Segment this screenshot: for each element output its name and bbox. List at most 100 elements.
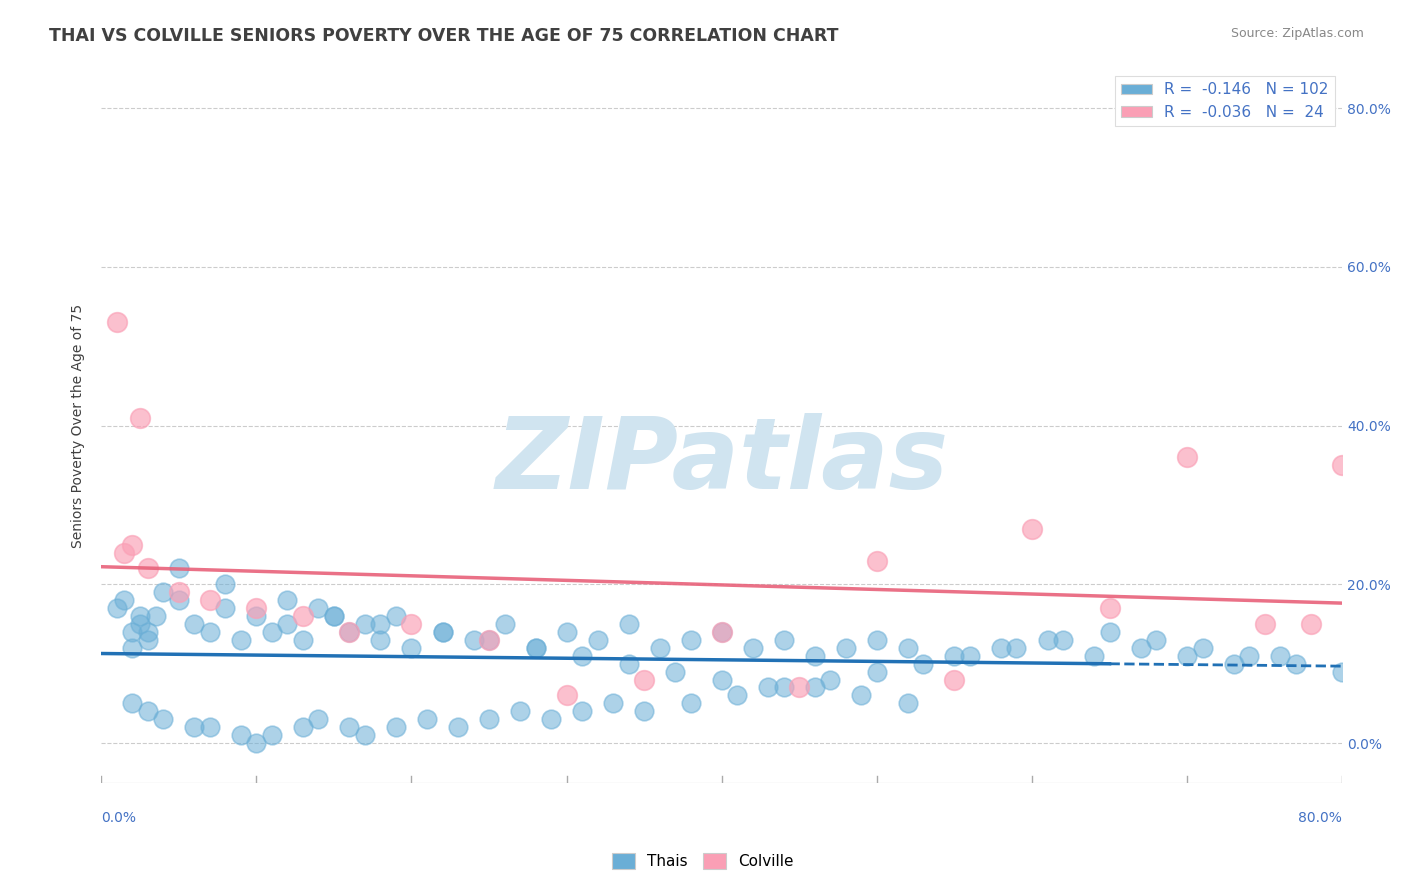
Point [494, 617, 516, 632]
Point [385, 609, 408, 624]
Text: Source: ZipAtlas.com: Source: ZipAtlas.com [1230, 27, 1364, 40]
Point [787, 681, 810, 695]
Point [136, 624, 159, 639]
Point [1129, 640, 1152, 655]
Point [648, 640, 671, 655]
Point [617, 617, 640, 632]
Point [214, 601, 236, 615]
Point [509, 704, 531, 718]
Point [432, 624, 454, 639]
Point [835, 640, 858, 655]
Point [114, 545, 136, 559]
Point [1021, 522, 1043, 536]
Y-axis label: Seniors Poverty Over the Age of 75: Seniors Poverty Over the Age of 75 [72, 303, 86, 548]
Point [229, 632, 252, 647]
Point [1331, 458, 1354, 473]
Point [1270, 648, 1292, 663]
Point [555, 689, 578, 703]
Point [772, 632, 794, 647]
Point [710, 624, 733, 639]
Point [478, 632, 501, 647]
Point [354, 728, 377, 742]
Point [1144, 632, 1167, 647]
Point [866, 632, 889, 647]
Point [307, 712, 329, 726]
Point [772, 681, 794, 695]
Point [245, 601, 267, 615]
Point [114, 593, 136, 607]
Point [1237, 648, 1260, 663]
Point [1098, 624, 1121, 639]
Point [229, 728, 252, 742]
Point [540, 712, 562, 726]
Point [354, 617, 377, 632]
Point [198, 720, 221, 734]
Point [1331, 665, 1354, 679]
Point [1285, 657, 1308, 671]
Point [105, 315, 128, 329]
Point [710, 673, 733, 687]
Point [524, 640, 547, 655]
Point [756, 681, 779, 695]
Text: THAI VS COLVILLE SENIORS POVERTY OVER THE AGE OF 75 CORRELATION CHART: THAI VS COLVILLE SENIORS POVERTY OVER TH… [49, 27, 839, 45]
Point [897, 640, 920, 655]
Point [820, 673, 842, 687]
Point [959, 648, 981, 663]
Point [339, 720, 361, 734]
Point [1254, 617, 1277, 632]
Point [679, 697, 702, 711]
Point [339, 624, 361, 639]
Point [260, 624, 283, 639]
Point [1191, 640, 1213, 655]
Legend: R =  -0.146   N = 102, R =  -0.036   N =  24: R = -0.146 N = 102, R = -0.036 N = 24 [1115, 76, 1334, 126]
Point [943, 673, 966, 687]
Point [121, 697, 143, 711]
Point [245, 736, 267, 750]
Point [121, 640, 143, 655]
Point [571, 704, 593, 718]
Point [370, 632, 392, 647]
Point [167, 561, 190, 575]
Point [129, 617, 152, 632]
Point [1052, 632, 1074, 647]
Point [121, 624, 143, 639]
Point [617, 657, 640, 671]
Point [1175, 450, 1198, 465]
Point [741, 640, 763, 655]
Point [136, 632, 159, 647]
Point [167, 585, 190, 599]
Point [145, 609, 167, 624]
Point [679, 632, 702, 647]
Text: 0.0%: 0.0% [101, 811, 136, 825]
Point [105, 601, 128, 615]
Point [121, 538, 143, 552]
Point [524, 640, 547, 655]
Point [943, 648, 966, 663]
Point [198, 593, 221, 607]
Point [307, 601, 329, 615]
Point [136, 704, 159, 718]
Point [276, 617, 298, 632]
Point [276, 593, 298, 607]
Point [478, 712, 501, 726]
Point [633, 704, 655, 718]
Point [370, 617, 392, 632]
Point [260, 728, 283, 742]
Point [416, 712, 439, 726]
Point [1005, 640, 1028, 655]
Point [897, 697, 920, 711]
Point [167, 593, 190, 607]
Point [633, 673, 655, 687]
Point [401, 640, 423, 655]
Point [152, 712, 174, 726]
Point [866, 553, 889, 567]
Point [1083, 648, 1105, 663]
Text: 80.0%: 80.0% [1298, 811, 1343, 825]
Point [586, 632, 609, 647]
Point [291, 720, 314, 734]
Point [291, 609, 314, 624]
Point [198, 624, 221, 639]
Point [214, 577, 236, 591]
Point [183, 617, 205, 632]
Text: ZIPatlas: ZIPatlas [495, 413, 948, 510]
